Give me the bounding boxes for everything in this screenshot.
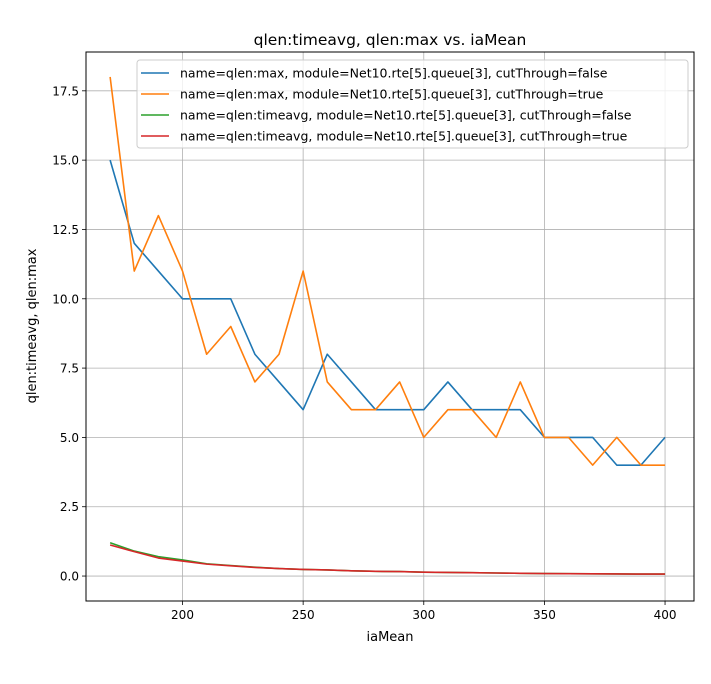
legend: name=qlen:max, module=Net10.rte[5].queue… [136,59,689,149]
x-tick-label: 300 [412,608,435,622]
series-line [109,159,666,466]
y-axis-label: qlen:timeavg, qlen:max [25,248,40,403]
x-axis-label: iaMean [367,630,414,645]
legend-box [136,59,689,149]
y-tick-label: 2.5 [60,500,79,514]
chart-title: qlen:timeavg, qlen:max vs. iaMean [254,31,527,49]
y-tick-label: 15.0 [52,154,79,168]
series-line [109,76,666,466]
legend-entry-label: name=qlen:max, module=Net10.rte[5].queue… [180,66,608,81]
y-tick-label: 5.0 [60,431,79,445]
y-tick-label: 10.0 [52,292,79,306]
y-tick-label: 17.5 [52,84,79,98]
series-lines [109,76,666,575]
y-tick-label: 12.5 [52,223,79,237]
plot-frame [85,51,695,602]
x-tick-label: 250 [292,608,315,622]
legend-entry-label: name=qlen:max, module=Net10.rte[5].queue… [180,87,604,102]
x-tick-label: 400 [654,608,677,622]
legend-entry-label: name=qlen:timeavg, module=Net10.rte[5].q… [180,129,628,144]
legend-entry-label: name=qlen:timeavg, module=Net10.rte[5].q… [180,108,632,123]
x-tick-label: 200 [171,608,194,622]
x-tick-label: 350 [533,608,556,622]
y-tick-label: 7.5 [60,362,79,376]
series-line [109,544,666,575]
axis-ticks: 200 250 300 350 400 0.0 2.5 5.0 7.5 10.0 12.5 15.0 1… [52,84,676,622]
y-tick-label: 0.0 [60,570,79,584]
